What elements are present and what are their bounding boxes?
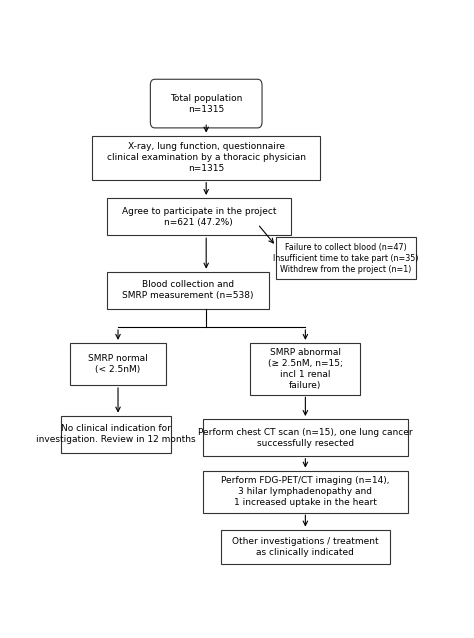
FancyBboxPatch shape bbox=[70, 343, 166, 385]
FancyBboxPatch shape bbox=[250, 343, 360, 395]
Text: No clinical indication for
investigation. Review in 12 months: No clinical indication for investigation… bbox=[36, 424, 196, 444]
Text: Other investigations / treatment
as clinically indicated: Other investigations / treatment as clin… bbox=[232, 537, 379, 557]
FancyBboxPatch shape bbox=[202, 471, 408, 512]
FancyBboxPatch shape bbox=[221, 530, 390, 564]
FancyBboxPatch shape bbox=[150, 79, 262, 128]
Text: Agree to participate in the project
n=621 (47.2%): Agree to participate in the project n=62… bbox=[122, 207, 276, 226]
Text: Blood collection and
SMRP measurement (n=538): Blood collection and SMRP measurement (n… bbox=[122, 280, 254, 300]
FancyBboxPatch shape bbox=[107, 272, 269, 309]
Text: SMRP abnormal
(≥ 2.5nM, n=15;
incl 1 renal
failure): SMRP abnormal (≥ 2.5nM, n=15; incl 1 ren… bbox=[268, 348, 343, 390]
FancyBboxPatch shape bbox=[202, 419, 408, 456]
Text: Total population
n=1315: Total population n=1315 bbox=[170, 94, 242, 114]
FancyBboxPatch shape bbox=[107, 198, 291, 235]
FancyBboxPatch shape bbox=[61, 416, 171, 452]
Text: Perform FDG-PET/CT imaging (n=14),
3 hilar lymphadenopathy and
1 increased uptak: Perform FDG-PET/CT imaging (n=14), 3 hil… bbox=[221, 476, 390, 507]
Text: Failure to collect blood (n=47)
Insufficient time to take part (n=35)
Withdrew f: Failure to collect blood (n=47) Insuffic… bbox=[273, 242, 419, 274]
FancyBboxPatch shape bbox=[276, 237, 416, 279]
Text: SMRP normal
(< 2.5nM): SMRP normal (< 2.5nM) bbox=[88, 354, 148, 374]
FancyBboxPatch shape bbox=[92, 135, 320, 180]
Text: X-ray, lung function, questionnaire
clinical examination by a thoracic physician: X-ray, lung function, questionnaire clin… bbox=[107, 142, 306, 174]
Text: Perform chest CT scan (n=15), one lung cancer
successfully resected: Perform chest CT scan (n=15), one lung c… bbox=[198, 427, 413, 448]
